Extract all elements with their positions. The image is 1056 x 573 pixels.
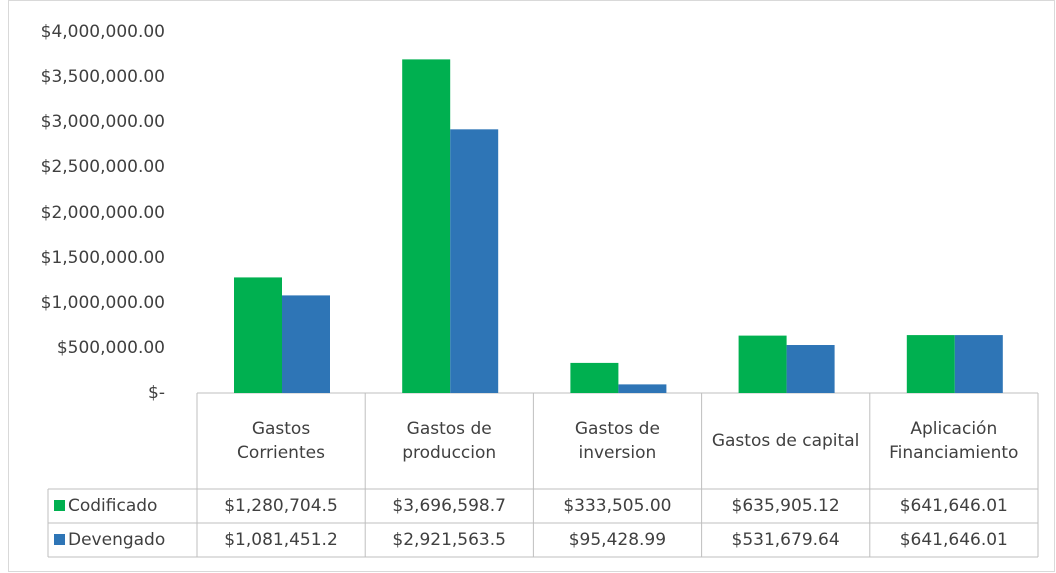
- category-label: Gastos de capital: [711, 431, 860, 451]
- bar: [450, 129, 499, 393]
- chart-border: [8, 0, 1055, 572]
- y-tick-label: $-: [148, 383, 165, 403]
- bar: [738, 335, 787, 393]
- table-cell: $1,081,451.2: [224, 530, 338, 550]
- y-tick-label: $3,500,000.00: [40, 67, 165, 88]
- legend-label: Codificado: [68, 496, 158, 516]
- bar: [618, 384, 667, 393]
- y-tick-label: $2,500,000.00: [40, 157, 165, 178]
- y-tick-label: $1,000,000.00: [40, 292, 165, 313]
- bar: [402, 59, 451, 394]
- table-cell: $635,905.12: [731, 496, 840, 516]
- table-cell: $333,505.00: [563, 496, 672, 516]
- legend-entry: Devengado: [54, 528, 165, 552]
- table-cell: $1,280,704.5: [224, 496, 338, 516]
- y-tick-label: $4,000,000.00: [40, 22, 165, 42]
- y-tick-label: $500,000.00: [56, 337, 165, 358]
- y-tick-label: $3,000,000.00: [40, 112, 165, 133]
- table-cell: $641,646.01: [899, 530, 1008, 550]
- category-label: Gastos de inversion: [574, 419, 660, 463]
- category-label: Gastos de produccion: [402, 419, 497, 463]
- bar: [282, 295, 330, 393]
- legend-swatch: [54, 534, 65, 545]
- category-label: Aplicación Financiamiento: [889, 419, 1019, 463]
- bar: [954, 335, 1003, 393]
- y-tick-label: $2,000,000.00: [40, 202, 165, 223]
- legend-entry: Codificado: [54, 494, 157, 518]
- category-label: Gastos Corrientes: [237, 419, 325, 463]
- y-tick-label: $1,500,000.00: [40, 247, 165, 268]
- bar: [906, 335, 955, 393]
- legend-label: Devengado: [68, 530, 166, 550]
- table-cell: $531,679.64: [731, 530, 840, 550]
- table-cell: $641,646.01: [899, 496, 1008, 516]
- table-cell: $95,428.99: [568, 530, 667, 550]
- bar: [570, 362, 619, 393]
- bar: [234, 277, 282, 393]
- table-cell: $2,921,563.5: [392, 530, 506, 550]
- legend-swatch: [54, 500, 65, 511]
- table-cell: $3,696,598.7: [392, 496, 506, 516]
- bar: [786, 345, 835, 393]
